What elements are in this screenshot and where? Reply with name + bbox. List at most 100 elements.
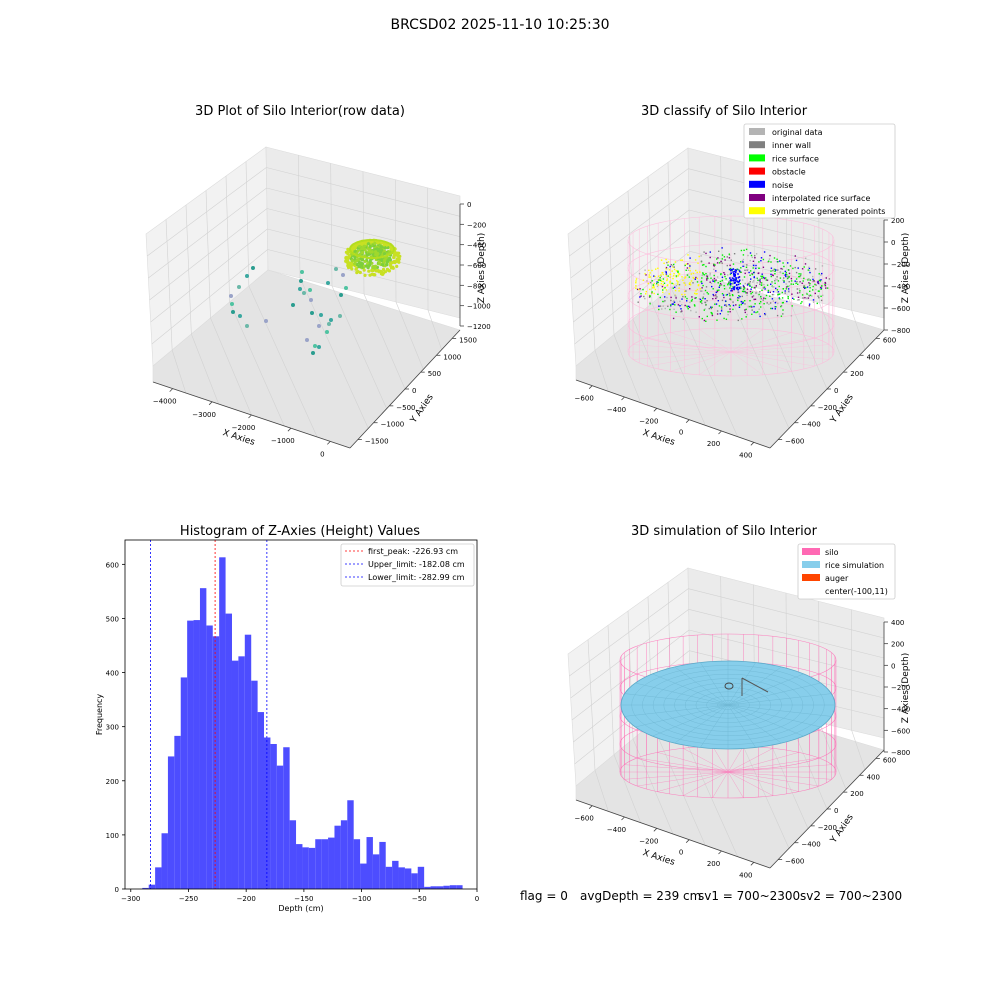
classify-point [670,296,672,299]
classify-point [640,293,642,295]
noise-point [738,287,741,290]
classify-point [800,273,802,275]
classify-point [778,293,781,295]
classify-point [701,264,704,266]
classify-point [705,252,707,255]
noise-point [733,275,736,278]
classify-point [750,288,752,290]
classify-point [692,272,695,275]
classify-point [690,309,692,312]
z-tick-label: −800 [891,327,910,335]
histogram-bar [372,854,380,889]
avg-depth-text: avgDepth = 239 cm [580,889,702,903]
surface-point [373,241,377,246]
classify-point [669,273,672,276]
classify-point [716,296,718,298]
classify-point [715,291,717,294]
classify-point [791,293,793,295]
classify-point [744,269,746,271]
legend-frame [340,543,475,587]
grid-line [632,738,674,835]
classify-point [741,302,743,305]
classify-point [727,284,729,286]
classify-point [806,293,808,295]
classify-point [675,276,678,278]
classify-silo-spoke [633,351,732,360]
histogram-bar [187,620,194,889]
histogram-bar [219,557,226,889]
classify-point [721,276,724,278]
classify-point [758,308,760,310]
classify-point [709,274,711,276]
classify-point [679,300,681,303]
histogram-bar [257,712,265,889]
classify-point [727,282,729,285]
classify-point [763,303,765,305]
classify-point [693,304,696,306]
rice-mesh-spoke [700,662,729,706]
classify-point [720,306,723,308]
histogram-bar [302,847,309,889]
simulation-silo-spoke [657,752,729,773]
classify-point [784,290,786,292]
classify-point [711,314,714,317]
classify-point [660,274,662,276]
classify-point [702,273,704,275]
x-tick [248,414,252,419]
classify-point [752,260,755,262]
x-tick-label: 400 [739,451,752,459]
classify-point [647,282,649,285]
y-axis-label: Frequency [95,694,104,736]
classify-point [695,297,697,299]
classify-point [680,259,682,261]
classify-point [749,281,751,283]
classify-point [662,291,664,294]
z-tick-label: −800 [467,282,486,290]
classify-point [759,281,761,283]
classify-point [706,274,709,276]
classify-point [766,279,769,281]
x-tick-label: −600 [575,815,594,823]
z-tick-label: −800 [891,749,910,757]
classify-point [694,292,696,295]
classify-point [799,275,801,278]
legend-swatch [749,154,765,162]
raw-point [237,285,241,289]
x-axis-line [575,799,771,869]
surface-point [368,263,372,267]
classify-point [700,290,702,292]
rice-mesh-spoke [635,682,729,706]
classify-point [677,275,679,277]
classify-point [703,251,705,253]
classify-point [738,295,740,297]
classify-point [686,305,688,307]
x-tick-label: 0 [679,849,683,857]
classify-point [794,280,796,282]
classify-point [671,282,673,285]
classify-legend: original data inner wall rice surface obsta… [743,123,896,219]
x-axis-label: Depth (cm) [278,904,323,913]
classify-point [687,254,689,256]
classify-point [745,308,747,311]
classify-point [705,265,707,268]
classify-point [787,296,789,298]
classify-point [796,281,798,283]
surface-rim [349,239,395,259]
surface-point [360,242,364,246]
noise-point [734,269,737,271]
classify-point [706,300,708,302]
histogram-bar [404,868,412,889]
classify-point [707,277,709,280]
classify-point [677,270,679,272]
classify-point [770,261,772,263]
classify-point [713,277,716,280]
classify-point [774,282,776,284]
classify-point [745,248,748,251]
classify-point [773,268,776,270]
classify-point [719,280,722,283]
classify-point [755,286,757,288]
classify-point [821,272,823,275]
noise-point [729,277,731,279]
legend-swatch [749,194,765,201]
classify-point [743,290,745,292]
